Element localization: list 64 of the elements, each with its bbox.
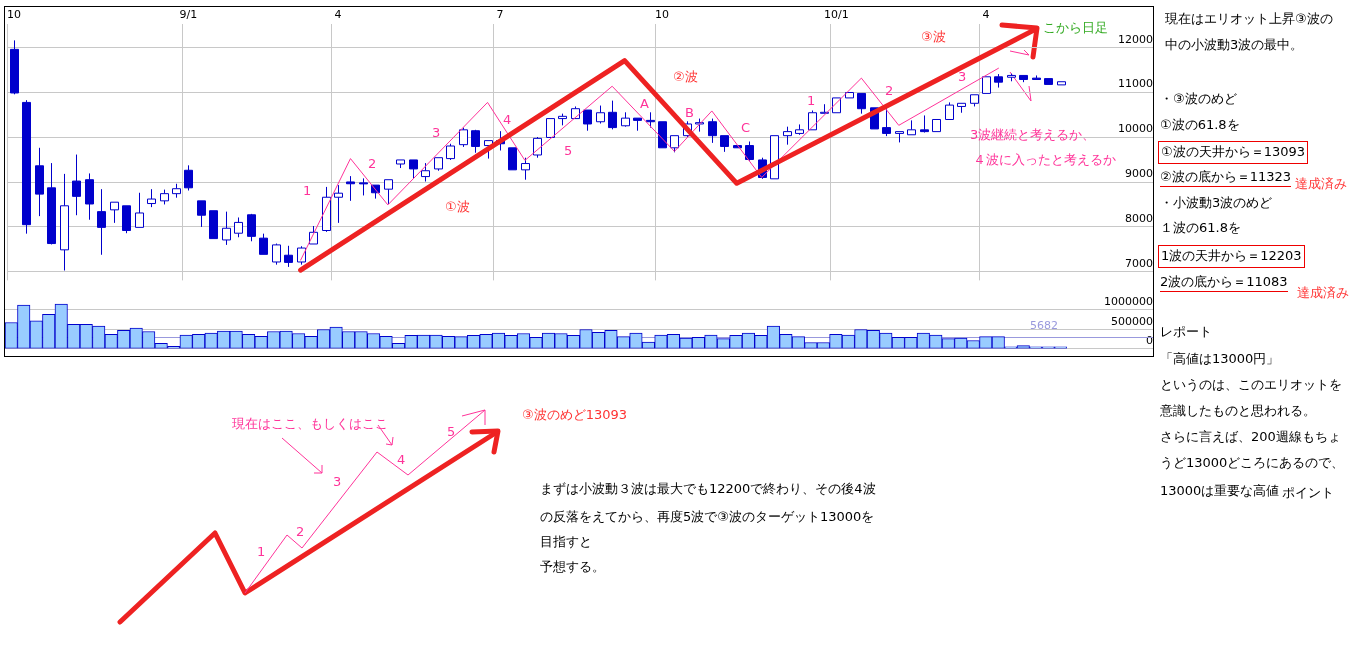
x-tick-label: 7 [496, 8, 504, 22]
text: 予想する。 [540, 559, 605, 575]
annotation: ①波 [445, 199, 470, 215]
y-tick-label: 10000 [1118, 122, 1153, 136]
text: レポート [1160, 324, 1212, 340]
text: 目指すと [540, 534, 592, 550]
text: さらに言えば、200週線もちょ [1160, 429, 1341, 445]
annotation: 2 [368, 156, 377, 172]
x-tick-label: 10 [655, 8, 669, 22]
annotation: B [685, 105, 694, 121]
x-tick-label: 4 [334, 8, 342, 22]
annotation: 4 [503, 112, 512, 128]
text: １波の61.8を [1160, 220, 1241, 236]
text: ・小波動3波のめど [1160, 195, 1273, 211]
text: うど13000どころにあるので、 [1160, 455, 1345, 471]
text: 1 [257, 544, 266, 560]
text: 達成済み [1295, 176, 1347, 192]
text: 達成済み [1297, 285, 1349, 301]
annotation: 1 [303, 183, 312, 199]
annotation: こから日足 [1043, 20, 1108, 36]
y-tick-label: 1000000 [1104, 294, 1153, 308]
text: 意識したものと思われる。 [1160, 403, 1316, 419]
y-tick-label: 11000 [1118, 77, 1153, 91]
y-tick-label: 8000 [1125, 212, 1153, 226]
text: 中の小波動3波の最中。 [1165, 37, 1304, 53]
text: 13000は重要な高値 [1160, 483, 1280, 499]
text: ・③波のめど [1160, 91, 1237, 107]
text: 2 [296, 524, 305, 540]
text: ②波の底から＝11323 [1160, 169, 1292, 187]
x-tick-label: 10/1 [824, 8, 849, 22]
text: 2波の底から＝11083 [1160, 274, 1288, 292]
text: 3 [333, 474, 342, 490]
text: ①波の61.8を [1160, 117, 1240, 133]
text: 現在はここ、もしくはここ [232, 416, 388, 432]
text: の反落をえてから、再度5波で③波のターゲット13000を [540, 509, 875, 525]
text: 「高値は13000円」 [1160, 351, 1280, 367]
y-tick-label: 500000 [1111, 314, 1153, 328]
x-tick-label: 9/1 [179, 8, 198, 22]
annotation: 1 [807, 93, 816, 109]
annotation: 3 [432, 125, 441, 141]
annotation: 3波継続と考えるか、 [970, 127, 1096, 143]
text: 現在はエリオット上昇③波の [1165, 11, 1333, 27]
text: というのは、このエリオットを [1160, 377, 1342, 393]
text: ③波のめど13093 [522, 407, 628, 423]
x-tick-label: 10 [7, 8, 21, 22]
text: まずは小波動３波は最大でも12200で終わり、その後4波 [540, 481, 876, 497]
x-tick-label: 4 [982, 8, 990, 22]
annotation: ③波 [921, 29, 946, 45]
text: ポイント [1282, 485, 1334, 501]
annotation: C [741, 120, 751, 136]
text: 1波の天井から＝12203 [1158, 245, 1305, 268]
y-tick-label: 12000 [1118, 32, 1153, 46]
annotation: 3 [958, 69, 967, 85]
text: 4 [397, 452, 406, 468]
text: ①波の天井から＝13093 [1158, 141, 1309, 164]
annotation: ４波に入ったと考えるか [973, 152, 1116, 168]
text: 5 [447, 424, 456, 440]
annotation: 2 [885, 83, 894, 99]
y-tick-label: 9000 [1125, 167, 1153, 181]
annotation: 5 [564, 143, 573, 159]
annotation: ②波 [673, 69, 698, 85]
y-tick-label: 7000 [1125, 257, 1153, 271]
annotation: A [640, 96, 649, 112]
annotation: 5682 [1030, 319, 1058, 333]
